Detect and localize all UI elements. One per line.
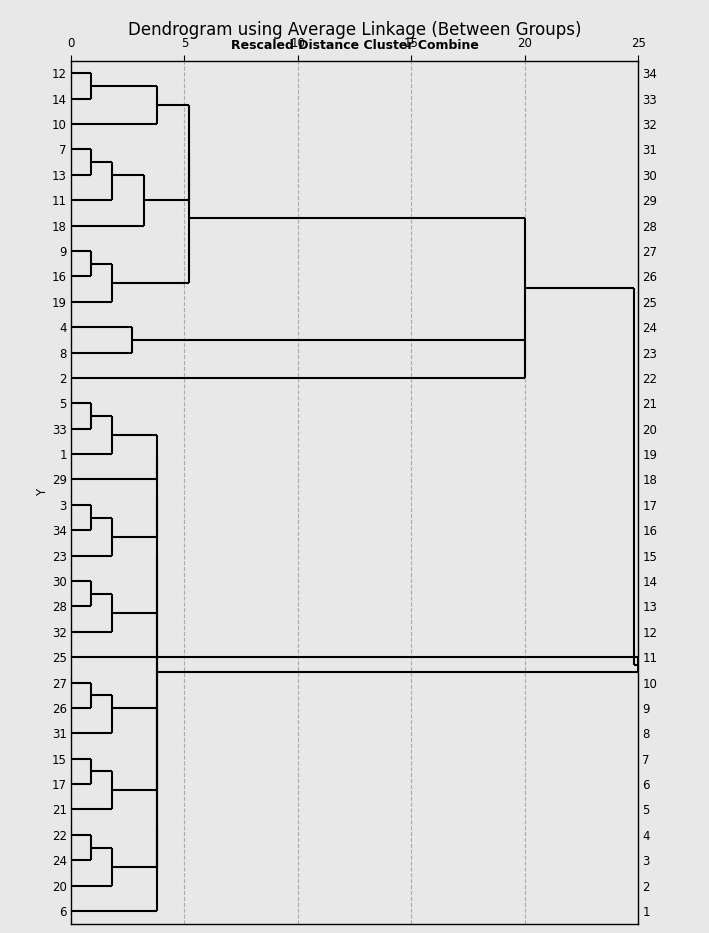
Y-axis label: Y: Y: [36, 489, 49, 495]
Text: Rescaled Distance Cluster Combine: Rescaled Distance Cluster Combine: [230, 39, 479, 52]
Text: Dendrogram using Average Linkage (Between Groups): Dendrogram using Average Linkage (Betwee…: [128, 21, 581, 38]
